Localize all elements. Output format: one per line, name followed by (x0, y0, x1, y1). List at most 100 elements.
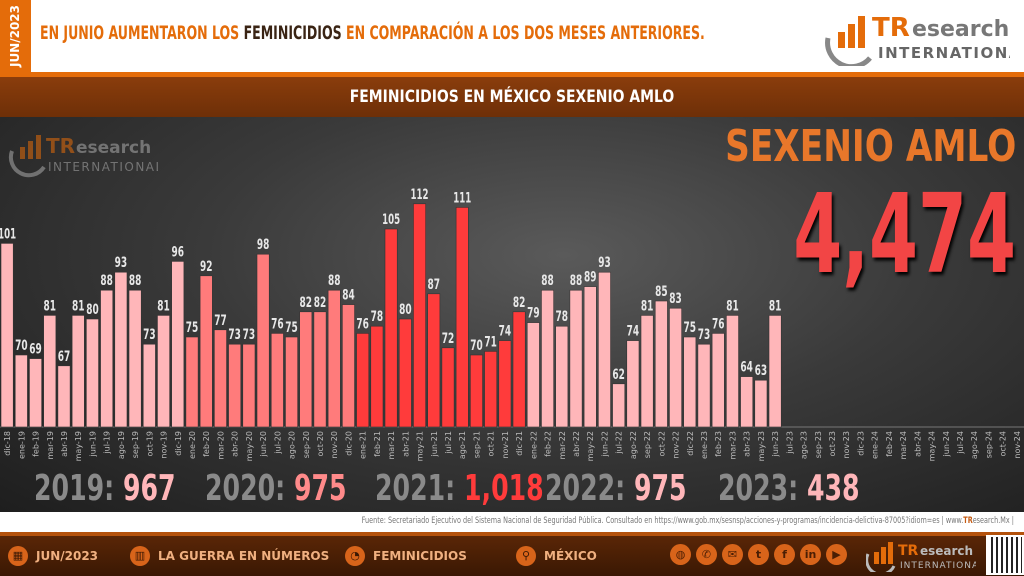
bar-abr-21 (398, 318, 412, 428)
data-label: 98 (257, 237, 270, 253)
bar-dic-19 (171, 261, 185, 428)
bar-may-19 (71, 315, 85, 428)
year-total-2021: 2021: 1,018 (375, 469, 544, 509)
footer-item-feminicidios: ◔ FEMINICIDIOS (345, 546, 467, 566)
x-tick-label: abr-19 (60, 431, 69, 457)
data-label: 85 (655, 284, 668, 300)
x-tick-label: nov-24 (1013, 431, 1022, 459)
globe-icon[interactable]: ◍ (670, 544, 691, 565)
data-label: 70 (470, 338, 483, 354)
data-label: 88 (100, 273, 113, 289)
header: JUN/2023 EN JUNIO AUMENTARON LOS FEMINIC… (0, 0, 1024, 72)
youtube-icon[interactable]: ▶ (826, 544, 847, 565)
data-label: 77 (214, 313, 227, 329)
calendar-icon: ▦ (8, 546, 28, 566)
year-label: 2022: (545, 468, 634, 509)
x-tick-label: nov-22 (672, 431, 681, 459)
sexenio-label: SEXENIO AMLO (724, 121, 1016, 172)
bar-mar-21 (384, 228, 398, 428)
x-tick-label: ago-23 (800, 431, 809, 459)
bar-ago-21 (455, 207, 469, 428)
data-label: 89 (584, 270, 597, 286)
footer-item-date: ▦ JUN/2023 (8, 546, 98, 566)
bar-ago-22 (626, 340, 640, 428)
data-label: 81 (44, 298, 57, 314)
x-tick-label: ene-20 (188, 431, 197, 459)
facebook-icon[interactable]: f (774, 544, 795, 565)
x-tick-label: may-21 (416, 431, 425, 461)
data-label: 92 (200, 259, 213, 275)
data-label: 72 (442, 331, 455, 347)
linkedin-icon[interactable]: in (800, 544, 821, 565)
data-label: 69 (29, 342, 42, 358)
data-label: 112 (411, 187, 429, 203)
data-label: 82 (513, 295, 526, 311)
bar-ago-19 (114, 271, 128, 428)
x-tick-label: may-20 (245, 431, 254, 461)
whatsapp-icon[interactable]: ✆ (696, 544, 717, 565)
svg-text:INTERNATIONAL: INTERNATIONAL (900, 561, 976, 571)
x-tick-label: jun-24 (942, 431, 951, 457)
x-tick-label: ago-24 (970, 431, 979, 459)
year-total-value: 1,018 (463, 468, 544, 509)
x-tick-label: nov-19 (160, 431, 169, 459)
bar-jul-21 (441, 347, 455, 428)
data-label: 83 (669, 291, 682, 307)
bar-may-22 (583, 286, 597, 428)
svg-text:TR: TR (898, 543, 919, 559)
data-label: 62 (612, 367, 625, 383)
data-label: 76 (271, 316, 284, 332)
x-tick-label: mar-19 (46, 431, 55, 460)
svg-text:TR: TR (46, 134, 75, 158)
email-icon[interactable]: ✉ (722, 544, 743, 565)
data-label: 76 (356, 316, 369, 332)
bar-jun-23 (768, 315, 782, 428)
bar-ene-23 (697, 343, 711, 428)
x-tick-label: may-24 (928, 431, 937, 461)
bar-jun-22 (598, 271, 611, 428)
x-tick-label: feb-23 (714, 431, 723, 457)
bar-sep-22 (640, 315, 654, 428)
data-label: 79 (527, 306, 540, 322)
x-tick-label: ene-21 (359, 431, 368, 459)
twitter-icon[interactable]: t (748, 544, 769, 565)
x-tick-label: feb-19 (32, 431, 41, 457)
data-label: 88 (129, 273, 142, 289)
x-tick-label: ene-23 (700, 431, 709, 459)
footer-item-mexico: ⚲ MÉXICO (516, 546, 597, 566)
qr-code[interactable] (986, 535, 1024, 575)
data-label: 111 (453, 190, 471, 206)
x-tick-label: abr-22 (572, 431, 581, 457)
data-label: 81 (726, 298, 739, 314)
data-label: 63 (755, 363, 768, 379)
x-tick-label: feb-22 (544, 431, 553, 457)
tresearch-logo: TR esearch INTERNATIONAL (820, 8, 1024, 70)
chart-icon: ▥ (130, 546, 150, 566)
svg-text:esearch: esearch (76, 138, 151, 158)
data-label: 73 (228, 327, 241, 343)
x-tick-label: ago-21 (458, 431, 467, 459)
year-total-2023: 2023: 438 (718, 469, 860, 509)
data-label: 88 (570, 273, 583, 289)
bar-abr-23 (740, 376, 754, 428)
x-tick-label: nov-23 (842, 431, 851, 459)
x-tick-label: abr-24 (913, 431, 922, 457)
data-label: 82 (314, 295, 327, 311)
logo-icon: TR esearch INTERNATIONAL (825, 13, 1024, 70)
bar-dic-20 (342, 304, 355, 428)
x-tick-label: abr-23 (743, 431, 752, 457)
x-tick-label: ene-19 (17, 431, 26, 459)
x-tick-label: dic-19 (174, 431, 183, 456)
data-label: 96 (172, 244, 185, 260)
svg-text:TR: TR (872, 13, 910, 43)
date-tag: JUN/2023 (0, 0, 31, 72)
data-label: 81 (157, 298, 170, 314)
x-tick-label: jul-21 (444, 431, 453, 455)
data-label: 71 (484, 334, 497, 350)
bar-dic-21 (512, 311, 526, 428)
footer-item-numbers: ▥ LA GUERRA EN NÚMEROS (130, 546, 329, 566)
data-label: 73 (698, 327, 711, 343)
x-tick-label: mar-21 (387, 431, 396, 460)
bar-abr-20 (228, 343, 242, 428)
x-tick-label: sep-20 (302, 431, 311, 458)
